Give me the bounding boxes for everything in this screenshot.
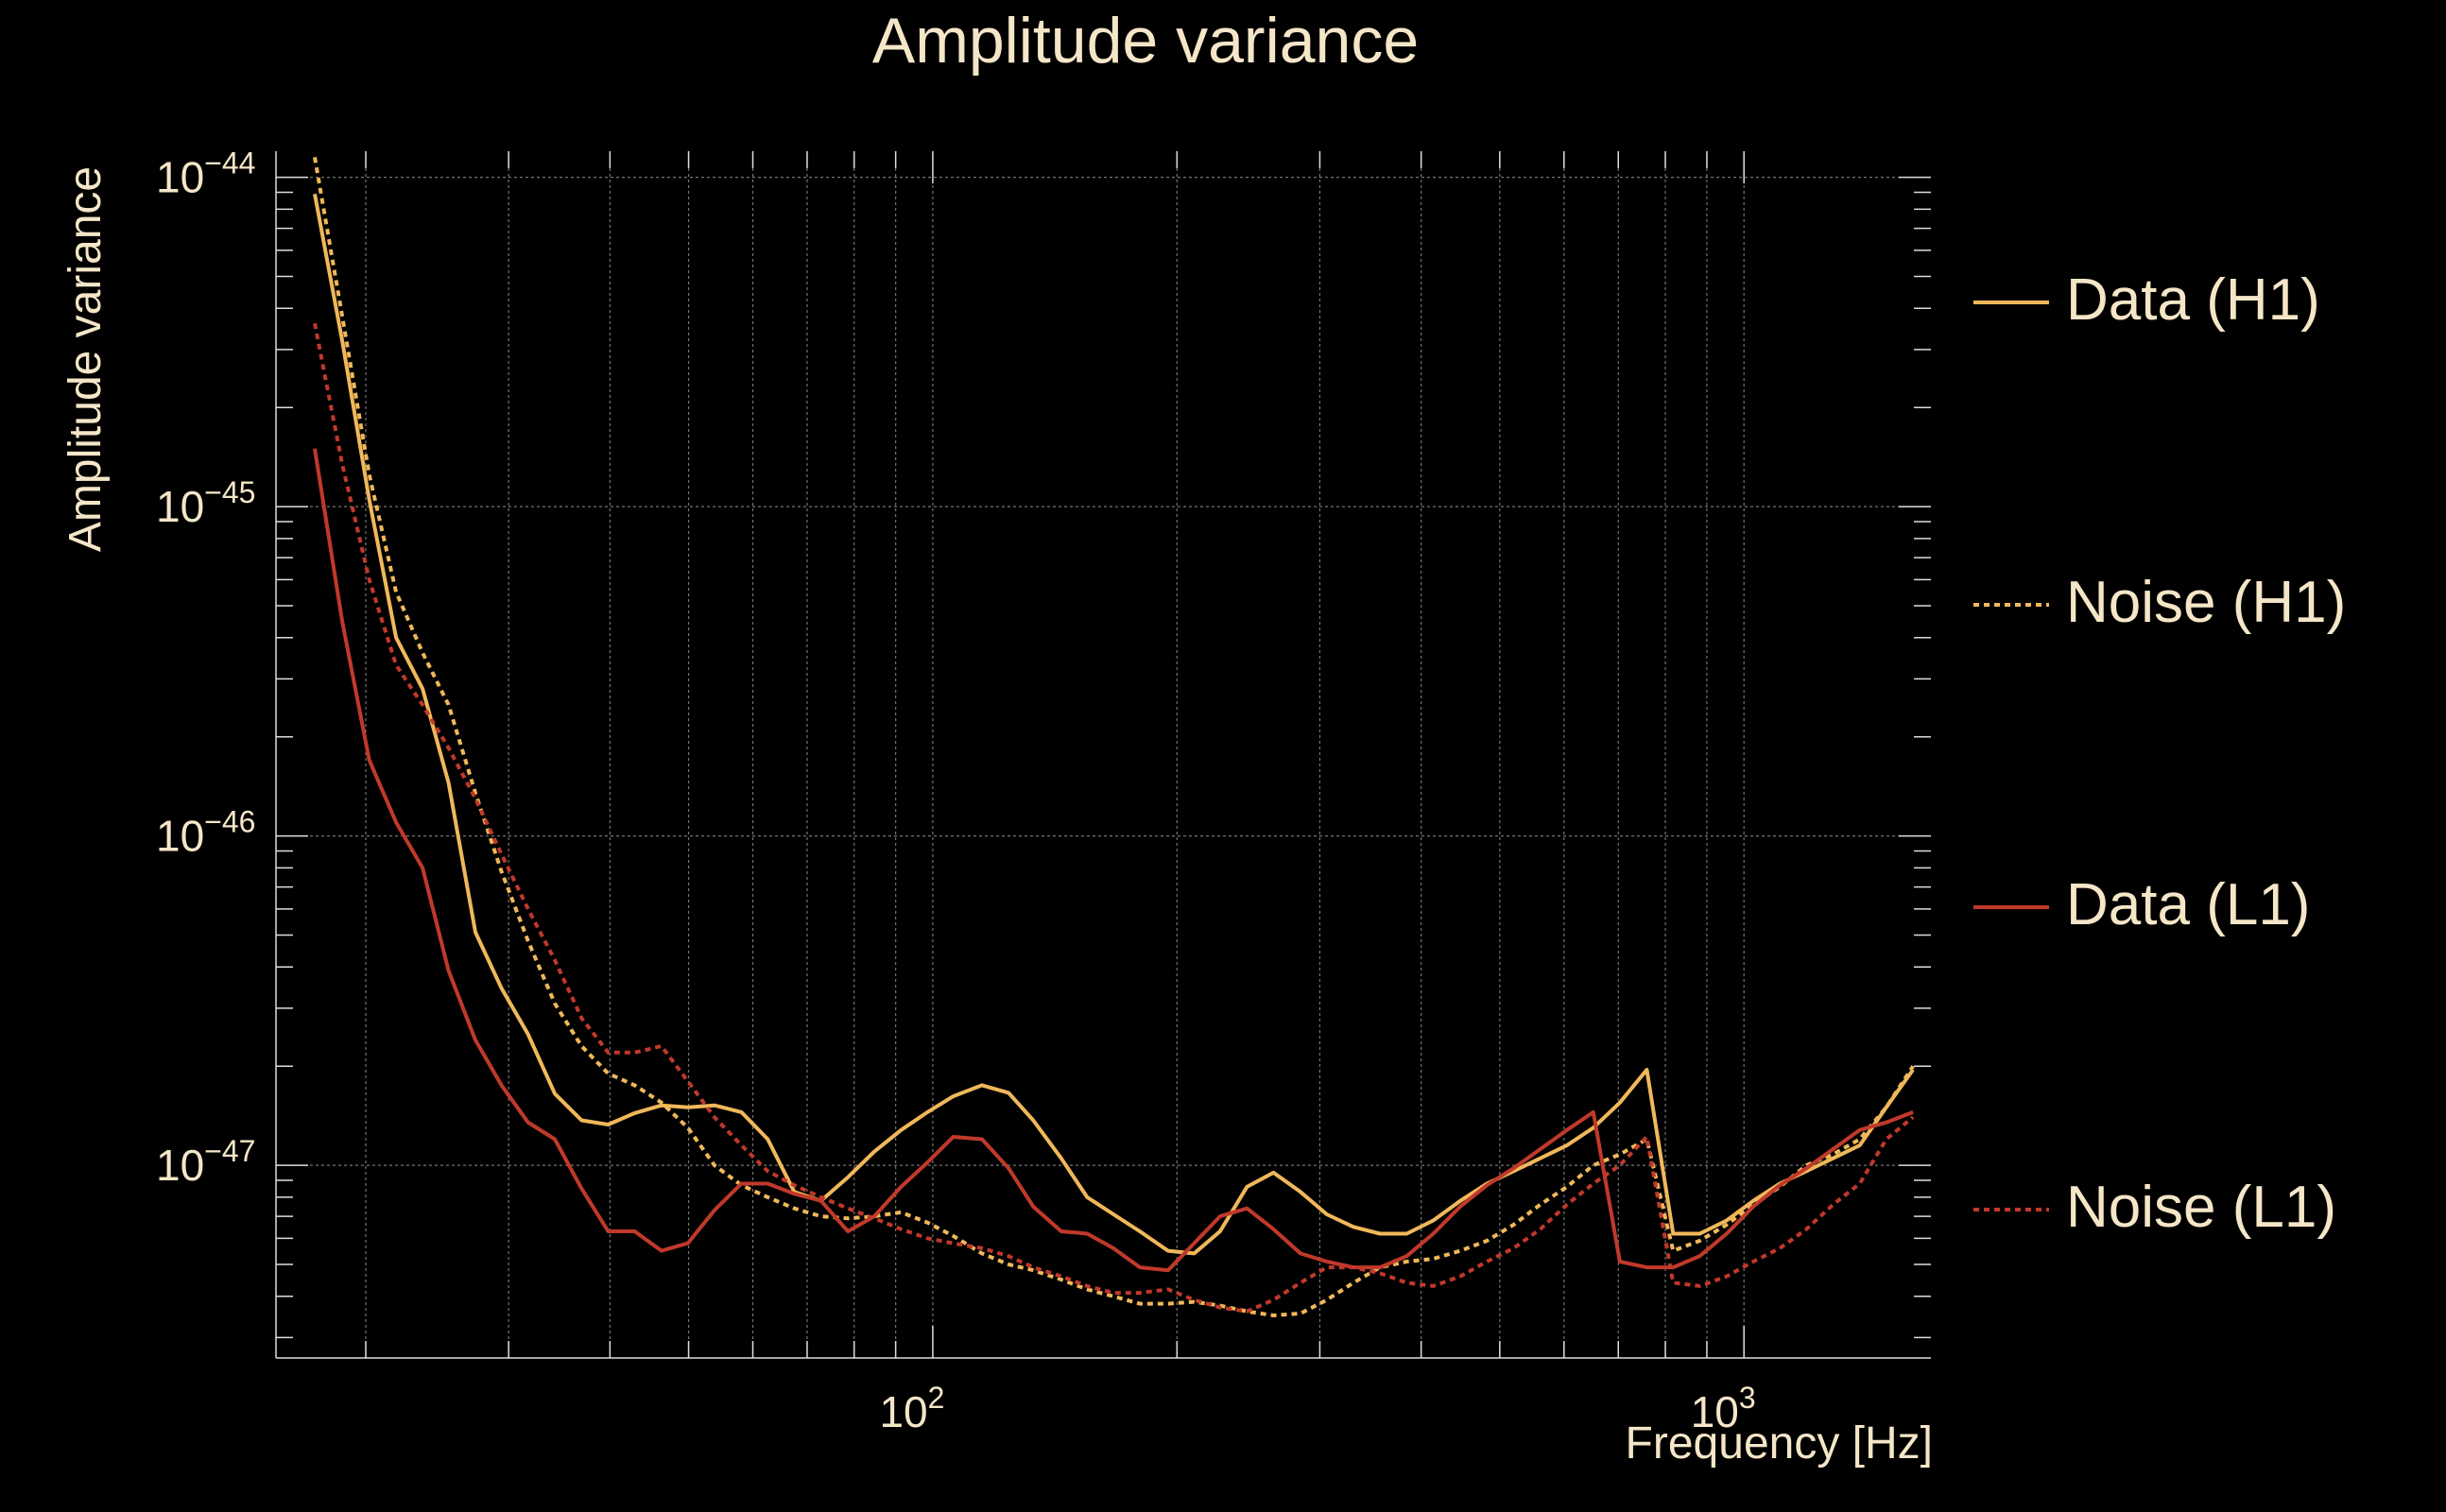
legend-label-1: Data (H1) xyxy=(2066,267,2320,333)
series-lines xyxy=(313,157,1915,1317)
series-line-1 xyxy=(313,193,1915,1256)
x-tick-label: 102 xyxy=(879,1381,944,1436)
legend-label-2: Noise (H1) xyxy=(2066,570,2346,635)
chart-title: Amplitude variance xyxy=(872,5,1419,77)
grid-lines xyxy=(276,151,1931,1358)
axis-ticks xyxy=(276,151,1931,1358)
x-tick-label: 103 xyxy=(1691,1381,1756,1436)
tick-labels: 102 103 10−44 10−45 10−46 10−47 xyxy=(156,146,1756,1436)
legend-label-4: Noise (L1) xyxy=(2066,1175,2336,1240)
y-tick-label: 10−44 xyxy=(156,146,255,202)
y-tick-label: 10−47 xyxy=(156,1134,255,1190)
y-tick-label: 10−45 xyxy=(156,475,255,531)
y-axis-label: Amplitude variance xyxy=(60,166,111,552)
x-axis-label: Frequency [Hz] xyxy=(1626,1418,1933,1469)
axes xyxy=(275,151,1931,1359)
legend: Data (H1) Noise (H1) Data (L1) Noise (L1) xyxy=(1973,267,2346,1240)
series-line-3 xyxy=(313,448,1914,1273)
y-tick-label: 10−46 xyxy=(156,805,255,861)
series-line-4 xyxy=(313,322,1915,1314)
legend-label-3: Data (L1) xyxy=(2066,872,2310,937)
